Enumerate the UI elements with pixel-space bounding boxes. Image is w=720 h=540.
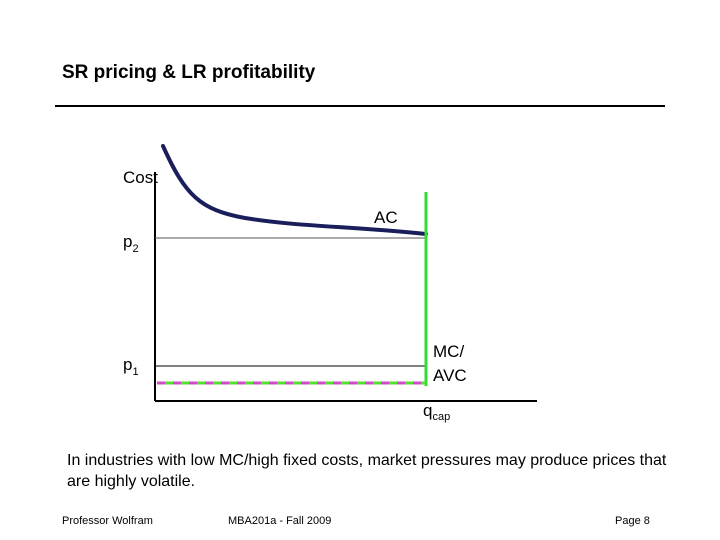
price-label-p2: p2 [123, 232, 139, 255]
y-axis-label: Cost [123, 168, 158, 187]
mc-label-line2: AVC [433, 366, 467, 385]
ac-curve [161, 144, 428, 236]
price-label-p1: p1 [123, 355, 139, 378]
footer-author: Professor Wolfram [62, 515, 153, 527]
slide-title: SR pricing & LR profitability [62, 62, 316, 83]
ac-label: AC [374, 208, 398, 227]
footer-page-number: Page 8 [615, 515, 650, 527]
mc-label-line1: MC/ [433, 342, 464, 361]
title-divider [55, 105, 665, 107]
slide-caption: In industries with low MC/high fixed cos… [67, 452, 667, 490]
footer-course: MBA201a - Fall 2009 [228, 515, 332, 527]
capacity-label: qcap [423, 401, 450, 423]
